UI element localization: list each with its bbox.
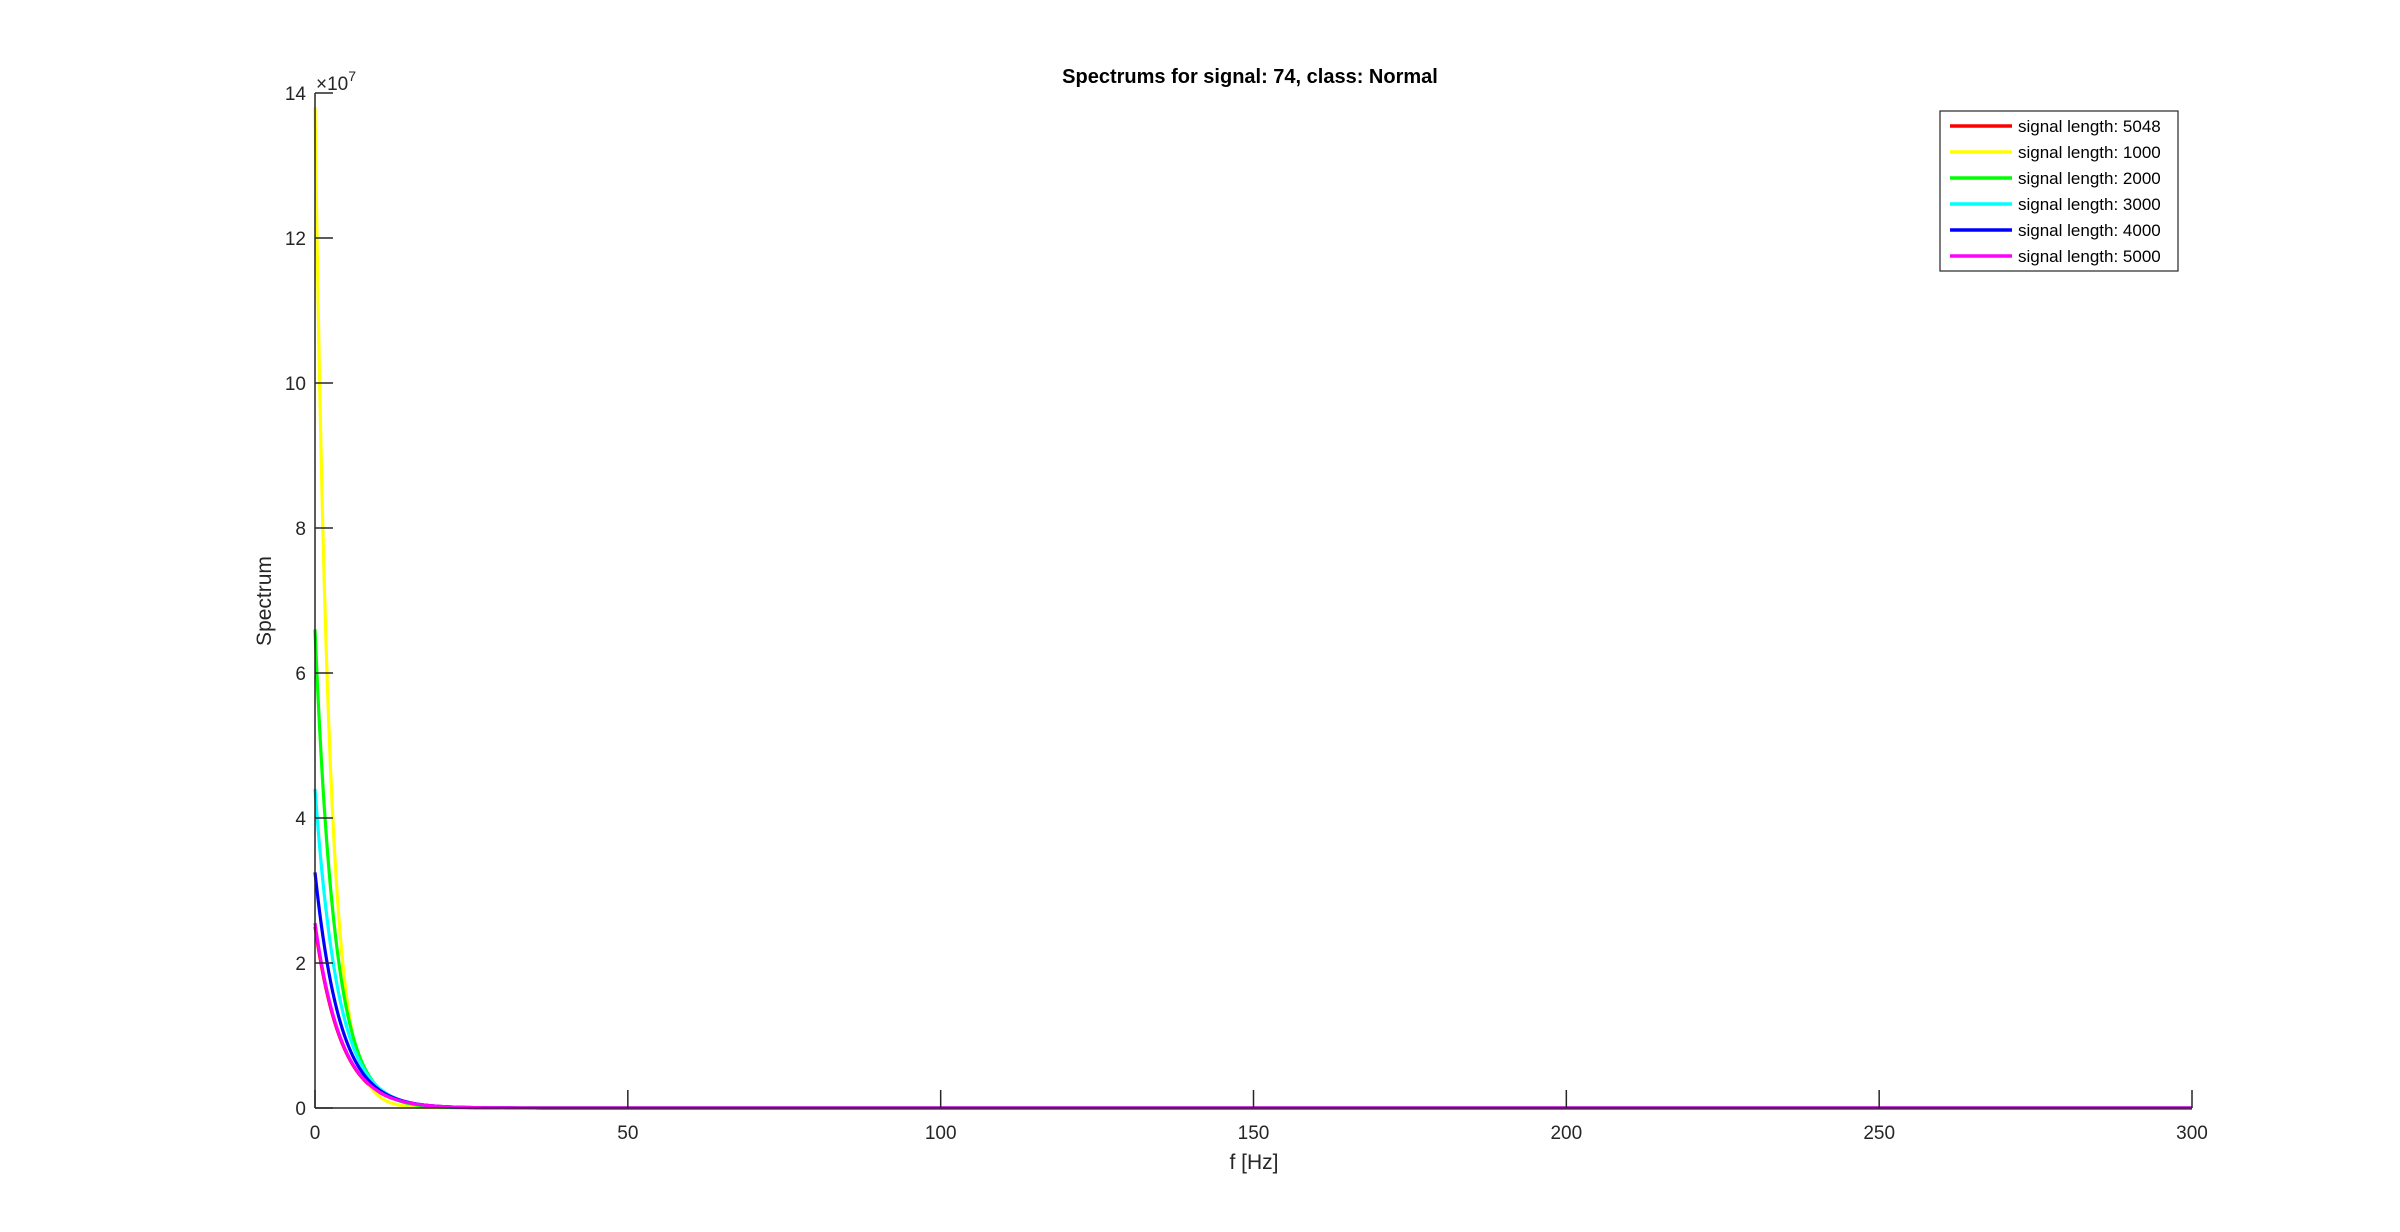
y-tick-label: 6 xyxy=(295,664,306,685)
chart-title: Spectrums for signal: 74, class: Normal xyxy=(1062,66,1438,88)
y-tick-label: 2 xyxy=(295,954,306,975)
legend: signal length: 5048 signal length: 1000 si… xyxy=(1939,110,2179,272)
x-ticks: 0 50 100 150 200 250 300 xyxy=(310,1090,2208,1144)
legend-label: signal length: 4000 xyxy=(2018,221,2161,240)
y-exponent-base: ×10 xyxy=(316,74,348,95)
legend-box xyxy=(1939,110,2179,272)
y-tick-label: 10 xyxy=(285,374,306,395)
legend-label: signal length: 5048 xyxy=(2018,117,2161,136)
legend-label: signal length: 5000 xyxy=(2018,247,2161,266)
x-tick-label: 100 xyxy=(925,1123,957,1144)
x-tick-label: 300 xyxy=(2176,1123,2208,1144)
x-tick-label: 200 xyxy=(1550,1123,1582,1144)
x-tick-label: 50 xyxy=(617,1123,638,1144)
y-tick-label: 4 xyxy=(295,809,306,830)
y-exponent-label: ×107 xyxy=(316,68,356,95)
y-axis-label: Spectrum xyxy=(253,556,276,646)
legend-label: signal length: 3000 xyxy=(2018,195,2161,214)
x-tick-label: 250 xyxy=(1863,1123,1895,1144)
legend-label: signal length: 1000 xyxy=(2018,143,2161,162)
x-tick-label: 0 xyxy=(310,1123,321,1144)
legend-label: signal length: 2000 xyxy=(2018,169,2161,188)
y-tick-label: 14 xyxy=(285,84,307,105)
y-tick-label: 12 xyxy=(285,229,306,250)
legend-entries: signal length: 5048 signal length: 1000 si… xyxy=(1950,117,2161,266)
y-tick-label: 8 xyxy=(295,519,306,540)
x-tick-label: 150 xyxy=(1238,1123,1270,1144)
y-tick-label: 0 xyxy=(295,1099,306,1120)
y-ticks: 0 2 4 6 8 10 12 14 xyxy=(285,84,333,1120)
x-axis-label: f [Hz] xyxy=(1229,1151,1278,1174)
y-exponent-power: 7 xyxy=(348,68,356,84)
